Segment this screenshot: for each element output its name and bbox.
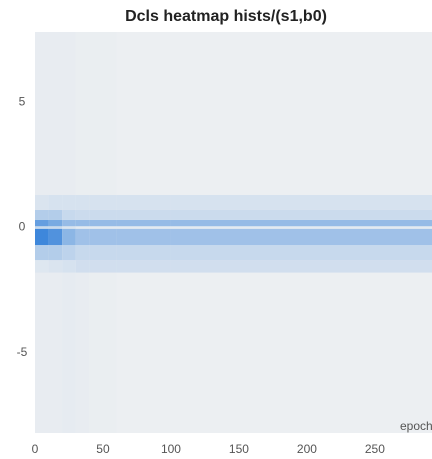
heatmap-cell (35, 32, 49, 195)
heatmap-cell (35, 226, 49, 229)
heatmap-cell (75, 245, 90, 261)
heatmap-cell (170, 245, 432, 261)
x-axis-label: epoch (400, 419, 432, 433)
heatmap-cell (89, 32, 117, 195)
x-tick-label: 100 (161, 442, 181, 456)
heatmap-cell (170, 219, 432, 227)
heatmap-cell (170, 32, 432, 195)
heatmap-cell (116, 245, 171, 261)
heatmap-cell (48, 228, 63, 246)
heatmap-cell (75, 194, 90, 210)
heatmap-cell (62, 194, 76, 210)
heatmap-cell (170, 226, 432, 229)
heatmap-cell (35, 209, 49, 220)
heatmap-cell (89, 194, 117, 210)
heatmap-cell (48, 209, 63, 220)
heatmap-cell (62, 260, 76, 273)
x-tick-label: 250 (365, 442, 385, 456)
heatmap-cell (116, 209, 171, 220)
heatmap-cell (116, 272, 171, 433)
heatmap-cell (75, 226, 90, 229)
heatmap-cell (89, 226, 117, 229)
heatmap-cell (170, 260, 432, 273)
chart-title: Dcls heatmap hists/(s1,b0) (125, 8, 327, 25)
heatmap-cell (48, 194, 63, 210)
y-tick-label: -5 (17, 345, 28, 359)
y-tick-label: 5 (19, 94, 26, 108)
heatmap-cell (75, 32, 90, 195)
heatmap-cell (75, 209, 90, 220)
heatmap-cell (89, 260, 117, 273)
heatmap-cell (62, 272, 76, 433)
heatmap-cell (75, 219, 90, 227)
heatmap-cell (170, 272, 432, 433)
heatmap-cell (75, 272, 90, 433)
heatmap-cell (170, 209, 432, 220)
heatmap-cell (116, 194, 171, 210)
heatmap-cell (116, 228, 171, 246)
x-tick-label: 0 (32, 442, 39, 456)
x-tick-label: 150 (229, 442, 249, 456)
heatmap-cell (170, 194, 432, 210)
heatmap-cell (35, 194, 49, 210)
heatmap-cell (48, 245, 63, 261)
heatmap-cell (48, 226, 63, 229)
heatmap-cell (116, 260, 171, 273)
heatmap-cell (48, 219, 63, 227)
heatmap-cell (35, 260, 49, 273)
heatmap-cell (35, 245, 49, 261)
heatmap-cell (116, 32, 171, 195)
heatmap-cell (62, 226, 76, 229)
heatmap-cell (116, 219, 171, 227)
heatmap-cell (35, 219, 49, 227)
heatmap-cell (48, 272, 63, 433)
heatmap-cell (35, 272, 49, 433)
heatmap-cell (62, 209, 76, 220)
x-tick-label: 200 (297, 442, 317, 456)
heatmap-cell (62, 32, 76, 195)
heatmap-cell (89, 209, 117, 220)
heatmap-cell (48, 32, 63, 195)
heatmap-cell (89, 245, 117, 261)
heatmap-cell (62, 228, 76, 246)
x-tick-label: 50 (96, 442, 110, 456)
y-tick-label: 0 (19, 220, 26, 234)
heatmap-cell (89, 228, 117, 246)
heatmap-cell (116, 226, 171, 229)
heatmap-cell (75, 228, 90, 246)
heatmap-cell (48, 260, 63, 273)
heatmap-cell (170, 228, 432, 246)
heatmap-cell (89, 272, 117, 433)
heatmap-cell (89, 219, 117, 227)
heatmap-cell (75, 260, 90, 273)
heatmap-cell (35, 228, 49, 246)
heatmap-cell (62, 219, 76, 227)
heatmap-cell (62, 245, 76, 261)
